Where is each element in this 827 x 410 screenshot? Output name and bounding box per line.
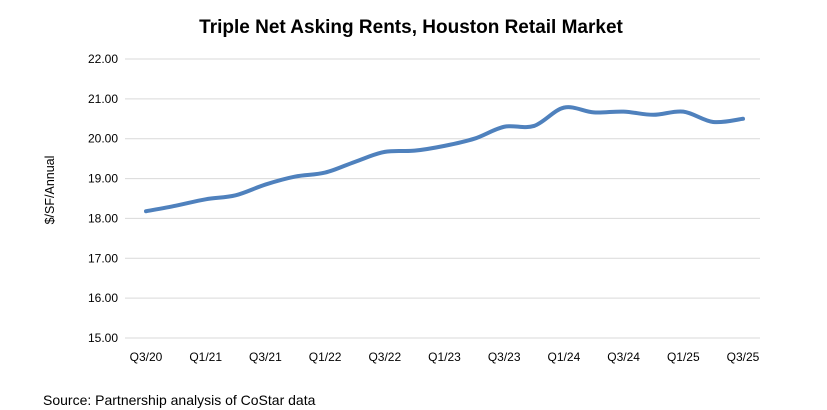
data-point (144, 209, 148, 213)
data-point (234, 193, 238, 197)
y-tick-label: 22.00 (88, 52, 118, 66)
x-axis-ticks: Q3/20 Q1/21 Q3/21 Q1/22 Q3/22 Q1/23 Q3/23 Q1/24… (130, 350, 760, 364)
y-tick-label: 20.00 (88, 132, 118, 146)
data-point (353, 160, 357, 164)
data-point (413, 149, 417, 153)
x-tick-label: Q1/25 (667, 350, 700, 364)
data-point (323, 171, 327, 175)
data-point (681, 110, 685, 114)
y-tick-label: 21.00 (88, 92, 118, 106)
source-note: Source: Partnership analysis of CoStar d… (43, 392, 316, 408)
x-tick-label: Q3/22 (368, 350, 401, 364)
x-tick-label: Q1/22 (309, 350, 342, 364)
x-tick-label: Q1/24 (548, 350, 581, 364)
chart-title: Triple Net Asking Rents, Houston Retail … (199, 17, 623, 38)
x-tick-label: Q3/21 (249, 350, 282, 364)
data-point (443, 144, 447, 148)
series-group (144, 105, 745, 214)
data-point (263, 183, 267, 187)
x-tick-label: Q3/20 (130, 350, 163, 364)
data-point (472, 137, 476, 141)
x-tick-label: Q1/23 (428, 350, 461, 364)
data-point (174, 204, 178, 208)
data-point (741, 117, 745, 121)
data-point (711, 120, 715, 124)
data-point (651, 113, 655, 117)
x-tick-label: Q1/21 (189, 350, 222, 364)
data-point (562, 106, 566, 110)
data-point (532, 124, 536, 128)
gridlines (125, 58, 760, 339)
y-axis-label: $/SF/Annual (43, 156, 57, 225)
x-tick-label: Q3/23 (488, 350, 521, 364)
x-tick-label: Q3/24 (607, 350, 640, 364)
data-point (622, 110, 626, 114)
y-tick-label: 19.00 (88, 172, 118, 186)
data-point (383, 150, 387, 154)
data-point (293, 175, 297, 179)
x-tick-label: Q3/25 (727, 350, 760, 364)
y-tick-label: 18.00 (88, 211, 118, 225)
series-line (144, 105, 745, 214)
y-tick-label: 17.00 (88, 251, 118, 265)
data-point (502, 125, 506, 129)
y-tick-label: 15.00 (88, 331, 118, 345)
data-point (592, 110, 596, 114)
data-point (204, 197, 208, 201)
y-axis-ticks: 15.00 16.00 17.00 18.00 19.00 20.00 21.00 22.00 (88, 52, 118, 345)
y-tick-label: 16.00 (88, 291, 118, 305)
